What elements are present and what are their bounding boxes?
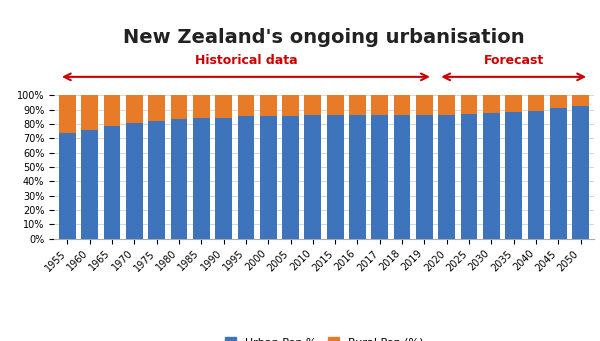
Bar: [304, 115, 321, 239]
Title: New Zealand's ongoing urbanisation: New Zealand's ongoing urbanisation: [123, 28, 525, 47]
Bar: [439, 95, 455, 115]
Bar: [126, 95, 143, 123]
Bar: [193, 95, 209, 118]
Bar: [148, 95, 165, 121]
Bar: [527, 110, 544, 239]
Bar: [104, 95, 121, 125]
Bar: [304, 95, 321, 115]
Bar: [126, 123, 143, 239]
Bar: [59, 95, 76, 133]
Bar: [238, 116, 254, 239]
Bar: [461, 95, 478, 114]
Bar: [82, 95, 98, 130]
Bar: [82, 130, 98, 239]
Bar: [349, 95, 366, 115]
Bar: [371, 95, 388, 115]
Bar: [483, 95, 500, 114]
Bar: [349, 115, 366, 239]
Bar: [327, 115, 344, 239]
Bar: [260, 95, 277, 116]
Bar: [527, 95, 544, 110]
Bar: [505, 95, 522, 112]
Bar: [193, 118, 209, 239]
Text: Forecast: Forecast: [484, 54, 544, 67]
Bar: [170, 95, 187, 119]
Bar: [505, 112, 522, 239]
Bar: [59, 133, 76, 239]
Bar: [416, 115, 433, 239]
Bar: [282, 95, 299, 116]
Bar: [170, 119, 187, 239]
Bar: [550, 108, 566, 239]
Text: Historical data: Historical data: [194, 54, 297, 67]
Bar: [483, 114, 500, 239]
Bar: [439, 115, 455, 239]
Bar: [282, 116, 299, 239]
Bar: [148, 121, 165, 239]
Bar: [371, 115, 388, 239]
Bar: [260, 116, 277, 239]
Bar: [215, 118, 232, 239]
Bar: [394, 95, 410, 115]
Bar: [572, 106, 589, 239]
Bar: [461, 114, 478, 239]
Bar: [550, 95, 566, 108]
Legend: Urban Pop %, Rural Pop (%): Urban Pop %, Rural Pop (%): [221, 333, 427, 341]
Bar: [215, 95, 232, 118]
Bar: [416, 95, 433, 115]
Bar: [394, 115, 410, 239]
Bar: [572, 95, 589, 106]
Bar: [238, 95, 254, 116]
Bar: [327, 95, 344, 115]
Bar: [104, 125, 121, 239]
